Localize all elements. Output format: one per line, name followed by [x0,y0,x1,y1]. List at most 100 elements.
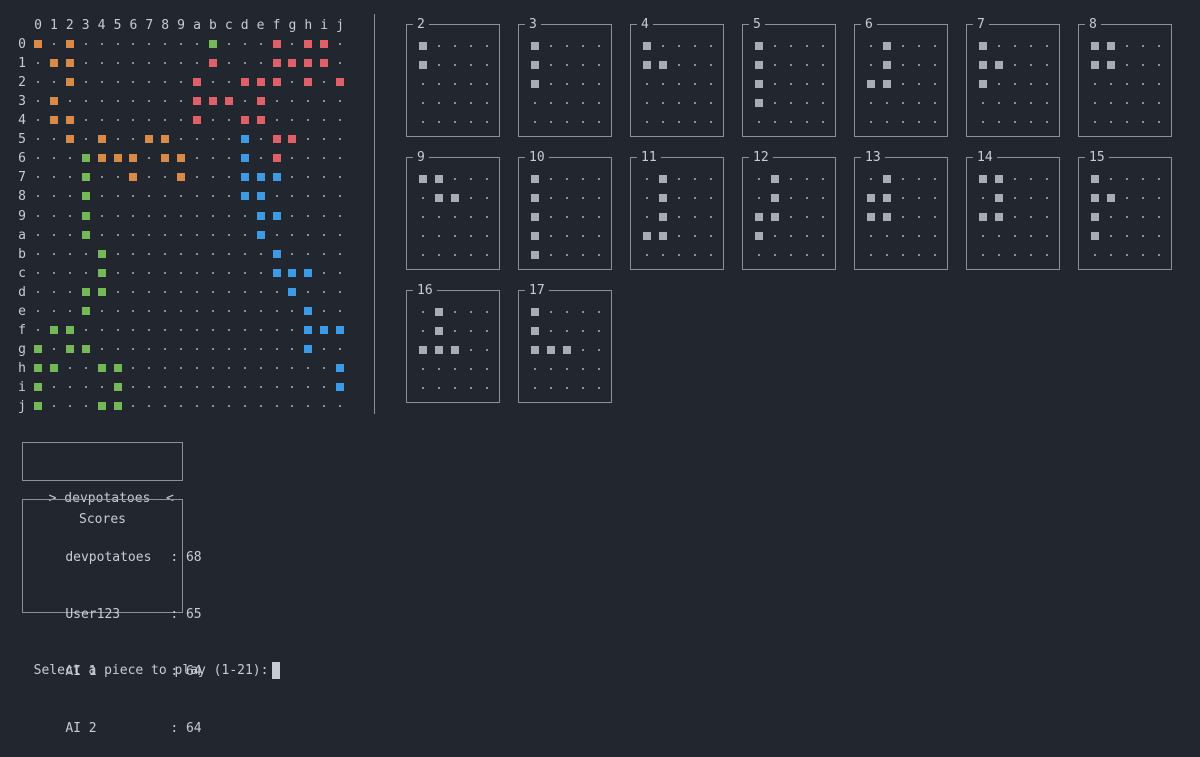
piece-option[interactable]: 14 [966,150,1060,270]
piece-empty-dot [470,196,472,199]
piece-option[interactable]: 3 [518,17,612,137]
board-cell [221,149,237,168]
empty-cell-dot [339,214,342,217]
empty-cell-dot [164,62,167,65]
placed-tile [81,211,90,220]
board-cell [221,359,237,378]
empty-cell-dot [307,290,310,293]
piece-cell [1039,188,1055,207]
piece-option[interactable]: 8 [1078,17,1172,137]
piece-option[interactable]: 7 [966,17,1060,137]
placed-tile [272,59,281,68]
piece-option[interactable]: 12 [742,150,836,270]
piece-empty-dot [934,44,936,47]
piece-empty-dot [982,234,984,237]
piece-empty-dot [902,63,904,66]
placed-tile [208,97,217,106]
piece-cell [1007,74,1023,93]
empty-cell-dot [275,233,278,236]
empty-cell-dot [100,233,103,236]
board-cell [94,339,110,358]
piece-cell [1039,112,1055,131]
row-label: i [18,380,26,396]
text-cursor[interactable] [272,662,281,679]
piece-empty-dot [662,253,664,256]
empty-cell-dot [291,214,294,217]
row-label: c [18,265,26,281]
board-cell [110,339,126,358]
board-cell [189,73,205,92]
piece-cell [447,55,463,74]
score-separator: : [170,550,179,565]
board-cell [78,111,94,130]
piece-empty-dot [790,44,792,47]
piece-empty-dot [1126,82,1128,85]
board-cell [332,168,348,187]
empty-cell-dot [323,290,326,293]
board-cell [284,359,300,378]
board-cell [316,54,332,73]
piece-empty-dot [790,82,792,85]
board-cell [284,225,300,244]
piece-option[interactable]: 15 [1078,150,1172,270]
empty-cell-dot [291,309,294,312]
piece-empty-dot [1046,120,1048,123]
piece-option[interactable]: 6 [854,17,948,137]
empty-cell-dot [196,271,198,274]
empty-cell-dot [196,405,198,408]
board-cell [300,263,316,282]
piece-cell [591,112,607,131]
empty-cell-dot [84,119,87,122]
piece-option[interactable]: 10 [518,150,612,270]
placed-tile [256,173,265,182]
piece-empty-dot [454,177,456,180]
empty-cell-dot [148,233,151,236]
board-cell [332,320,348,339]
empty-cell-dot [180,405,183,408]
piece-option[interactable]: 16 [406,283,500,403]
board-cell [157,282,173,301]
piece-cell [543,321,559,340]
score-value: 65 [185,607,202,622]
empty-cell-dot [227,138,230,141]
placed-tile [49,116,58,125]
board-cell [30,282,46,301]
piece-option[interactable]: 2 [406,17,500,137]
piece-cell [991,245,1007,264]
piece-option[interactable]: 9 [406,150,500,270]
board-cell [189,263,205,282]
piece-cell [415,226,431,245]
empty-cell-dot [211,81,214,84]
piece-option[interactable]: 17 [518,283,612,403]
piece-option[interactable]: 11 [630,150,724,270]
piece-square [451,193,459,202]
piece-empty-dot [806,101,808,104]
empty-cell-dot [227,176,230,179]
empty-cell-dot [307,233,310,236]
piece-empty-dot [822,44,824,47]
piece-empty-dot [710,215,712,218]
empty-cell-dot [52,271,55,274]
piece-cell [479,36,495,55]
piece-option[interactable]: 13 [854,150,948,270]
piece-empty-dot [454,82,456,85]
empty-cell-dot [291,81,294,84]
empty-cell-dot [323,233,326,236]
board-cell [157,263,173,282]
piece-cell [895,36,911,55]
board-cell [78,206,94,225]
placed-tile [208,40,217,48]
piece-option[interactable]: 5 [742,17,836,137]
piece-cell [671,55,687,74]
board-cell [173,339,189,358]
empty-cell-dot [37,214,39,217]
piece-option[interactable]: 4 [630,17,724,137]
empty-cell-dot [227,214,230,217]
empty-cell-dot [37,309,39,312]
piece-empty-dot [470,215,472,218]
empty-cell-dot [52,195,55,198]
piece-empty-dot [438,82,440,85]
input-prompt[interactable]: Select a piece to play (1-21): [18,642,281,680]
placed-tile [272,135,281,144]
board-cell [316,397,332,416]
